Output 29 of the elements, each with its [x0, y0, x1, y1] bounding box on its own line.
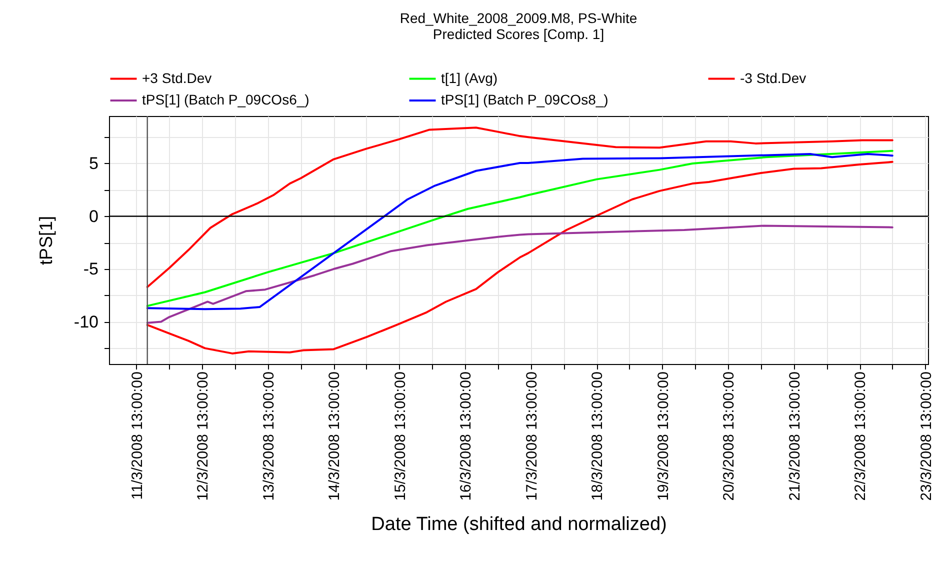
chart-subtitle: Predicted Scores [Comp. 1]: [432, 26, 604, 42]
x-axis-title: Date Time (shifted and normalized): [371, 514, 667, 535]
x-tick-label: 12/3/2008 13:00:00: [194, 372, 212, 501]
y-tick-label: -10: [74, 312, 98, 332]
x-tick-label: 15/3/2008 13:00:00: [392, 372, 409, 501]
x-tick-label: 22/3/2008 13:00:00: [852, 372, 870, 501]
y-tick-label: -5: [83, 260, 98, 279]
legend-label: -3 Std.Dev: [740, 70, 806, 86]
x-tick-label: 19/3/2008 13:00:00: [654, 372, 672, 501]
legend-label: t[1] (Avg): [441, 70, 498, 86]
y-axis-title: tPS[1]: [36, 216, 56, 266]
legend-label: tPS[1] (Batch P_09COs8_): [441, 92, 608, 108]
y-tick-label: 0: [89, 206, 98, 226]
x-tick-label: 18/3/2008 13:00:00: [589, 372, 606, 501]
line-series: [146, 160, 894, 354]
y-tick-label: 5: [89, 154, 98, 173]
legend-label: tPS[1] (Batch P_09COs6_): [142, 92, 310, 108]
x-tick-label: 13/3/2008 13:00:00: [260, 372, 278, 501]
x-tick-label: 17/3/2008 13:00:00: [523, 372, 540, 501]
legend-label: +3 Std.Dev: [142, 70, 212, 86]
x-tick-label: 23/3/2008 13:00:00: [918, 372, 935, 501]
x-tick-label: 20/3/2008 13:00:00: [720, 372, 738, 501]
chart-title: Red_White_2008_2009.M8, PS-White: [400, 10, 638, 26]
line-series: [146, 126, 894, 288]
x-tick-label: 16/3/2008 13:00:00: [458, 372, 475, 501]
x-tick-label: 21/3/2008 13:00:00: [786, 372, 804, 501]
x-tick-label: 11/3/2008 13:00:00: [128, 372, 146, 500]
line-series: [146, 224, 894, 324]
x-tick-label: 14/3/2008 13:00:00: [326, 372, 344, 501]
